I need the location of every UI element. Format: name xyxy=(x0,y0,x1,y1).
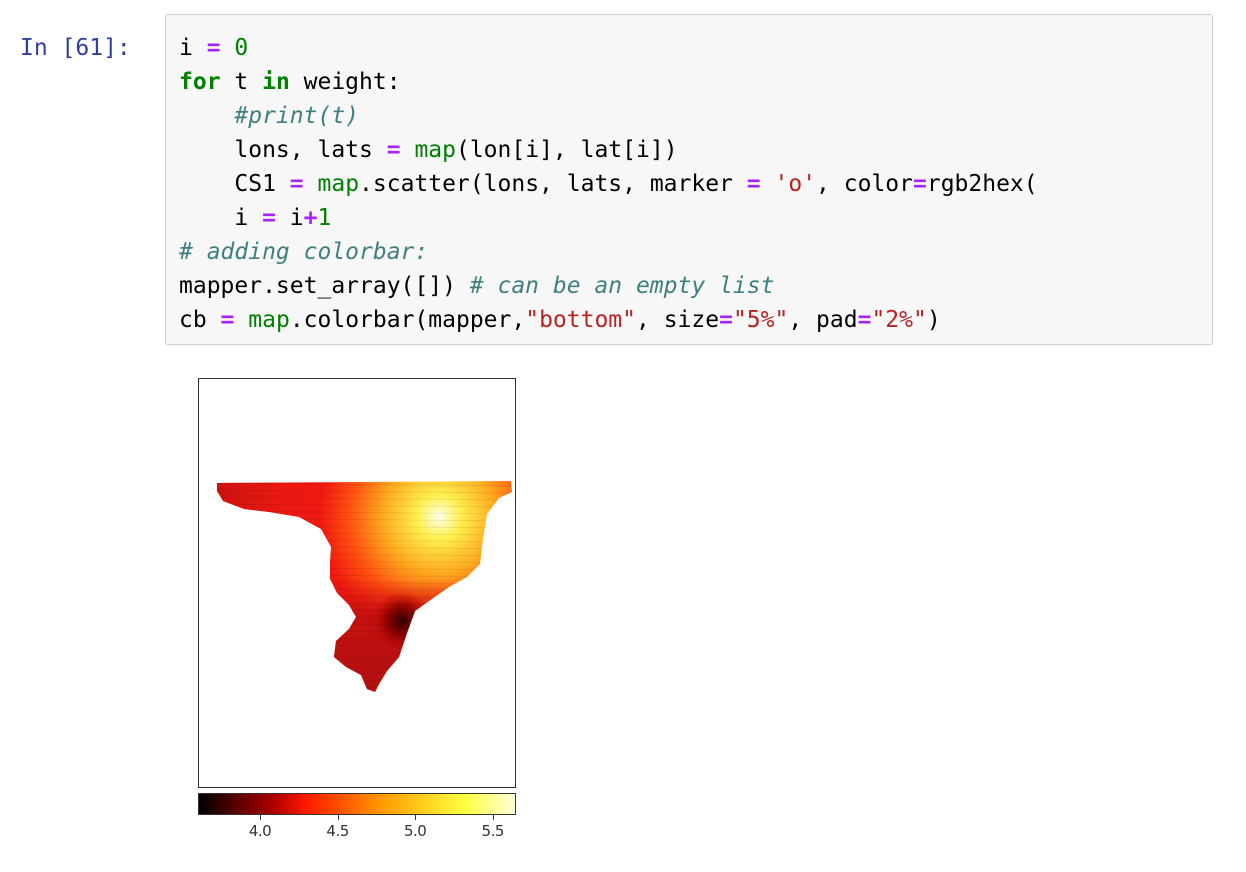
code-token: = xyxy=(289,171,304,197)
code-token: = xyxy=(719,307,733,333)
code-token: , size xyxy=(636,307,720,333)
code-token: t xyxy=(220,69,263,95)
code-token: i xyxy=(179,35,207,61)
colorbar-tick-mark xyxy=(337,815,339,820)
code-token: , pad xyxy=(788,307,858,333)
cell-output: 4.0 4.5 5.0 5.5 xyxy=(198,378,528,858)
code-token: = xyxy=(206,35,221,61)
colorbar-tick-mark xyxy=(415,815,417,820)
code-editor[interactable]: i = 0 for t in weight: #print(t) lons, la… xyxy=(179,31,1038,337)
code-token xyxy=(234,307,248,333)
scatter-marker-row xyxy=(199,693,517,696)
code-token xyxy=(401,137,415,163)
code-line: cb = map.colorbar(mapper,"bottom", size=… xyxy=(179,303,1038,337)
code-token: i xyxy=(179,205,263,231)
code-token: # can be an empty list xyxy=(469,273,775,299)
code-token xyxy=(761,171,775,197)
code-token: + xyxy=(303,205,318,231)
code-token: i xyxy=(275,205,304,231)
code-token: mapper.set_array([]) xyxy=(179,273,470,299)
colorbar-tick-label: 4.0 xyxy=(248,822,272,840)
code-token: map xyxy=(248,307,290,333)
colorbar-tick-mark xyxy=(492,815,494,820)
code-line: CS1 = map.scatter(lons, lats, marker = '… xyxy=(179,167,1038,201)
code-line: mapper.set_array([]) # can be an empty l… xyxy=(179,269,1038,303)
scatter-marker-row xyxy=(217,489,512,494)
code-token: lons, lats xyxy=(179,137,387,163)
scatter-points-region xyxy=(199,481,517,696)
code-line: lons, lats = map(lon[i], lat[i]) xyxy=(179,133,1038,167)
scatter-marker-row xyxy=(217,685,512,690)
code-line: for t in weight: xyxy=(179,65,1038,99)
code-token: 'o' xyxy=(774,171,817,197)
code-token: (lon[i], lat[i]) xyxy=(455,137,678,163)
colorbar-tick-mark xyxy=(260,815,262,820)
colorbar-tick-label: 5.0 xyxy=(403,822,427,840)
code-line: i = 0 xyxy=(179,31,1038,65)
code-token: "2%" xyxy=(871,307,927,333)
code-token: = xyxy=(746,171,761,197)
code-token: = xyxy=(912,171,927,197)
in-prompt: In [61]: xyxy=(20,35,131,61)
scatter-marker-row xyxy=(217,678,512,683)
scatter-marker-row xyxy=(217,496,512,501)
code-token: in xyxy=(262,69,290,95)
code-token: .colorbar(mapper, xyxy=(289,307,526,333)
code-token: = xyxy=(220,307,235,333)
code-token: cb xyxy=(179,307,221,333)
code-token: map xyxy=(414,137,456,163)
colorbar xyxy=(198,793,516,815)
code-token: CS1 xyxy=(179,171,290,197)
code-token: = xyxy=(262,205,276,231)
code-line: i = i+1 xyxy=(179,201,1038,235)
colorbar-tick-label: 5.5 xyxy=(481,822,505,840)
code-token: # adding colorbar: xyxy=(179,239,429,265)
map-plot xyxy=(198,378,516,788)
code-token: 1 xyxy=(317,205,332,231)
scatter-marker-row xyxy=(217,503,512,508)
code-token: , color xyxy=(816,171,913,197)
code-token: map xyxy=(317,171,360,197)
code-token: ) xyxy=(926,307,941,333)
code-token: 0 xyxy=(234,35,249,61)
code-token: "5%" xyxy=(732,307,789,333)
code-token xyxy=(179,103,234,129)
code-token: = xyxy=(386,137,401,163)
code-token: .scatter(lons, lats, marker xyxy=(359,171,747,197)
code-token: weight: xyxy=(289,69,401,95)
code-line: # adding colorbar: xyxy=(179,235,1038,269)
code-token xyxy=(221,35,235,61)
scatter-marker-row xyxy=(217,482,512,487)
code-token: = xyxy=(857,307,872,333)
code-token: #print(t) xyxy=(234,103,360,129)
code-token: rgb2hex( xyxy=(926,171,1038,197)
code-line: #print(t) xyxy=(179,99,1038,133)
scatter-map xyxy=(199,481,517,696)
colorbar-tick-label: 4.5 xyxy=(326,822,349,840)
code-cell[interactable]: i = 0 for t in weight: #print(t) lons, la… xyxy=(165,14,1213,345)
code-token xyxy=(304,171,318,197)
code-token: "bottom" xyxy=(525,307,636,333)
code-token: for xyxy=(179,69,221,95)
